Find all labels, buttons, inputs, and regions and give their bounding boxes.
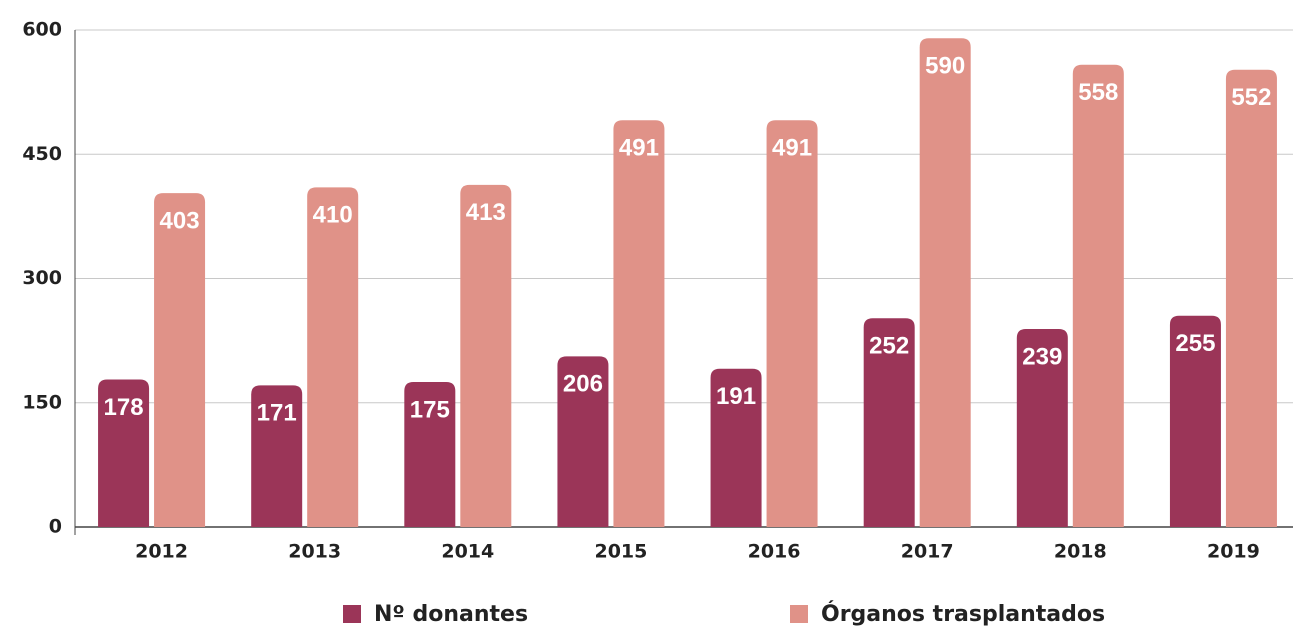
bar [710, 368, 762, 527]
legend-label: Órganos trasplantados [821, 601, 1105, 627]
value-label: 255 [1175, 330, 1215, 357]
y-tick-label: 300 [22, 267, 62, 289]
bar [307, 187, 359, 527]
bar [251, 385, 303, 527]
legend-label: Nº donantes [374, 602, 528, 627]
value-label: 410 [313, 202, 353, 229]
x-tick-label: 2017 [901, 541, 954, 563]
value-label: 239 [1022, 343, 1062, 370]
value-label: 175 [410, 396, 450, 423]
bar [404, 382, 456, 527]
y-tick-label: 0 [49, 516, 62, 538]
x-tick-label: 2019 [1207, 541, 1260, 563]
value-label: 413 [466, 199, 506, 226]
value-label: 403 [160, 208, 200, 235]
x-tick-label: 2012 [135, 541, 188, 563]
value-label: 590 [925, 53, 965, 80]
bar [1016, 329, 1068, 527]
value-label: 491 [772, 135, 812, 162]
legend-swatch [790, 605, 808, 623]
y-tick-label: 600 [22, 19, 62, 41]
bar [613, 120, 665, 527]
bar [154, 193, 206, 527]
bar [1225, 69, 1277, 527]
value-label: 178 [104, 394, 144, 421]
value-label: 552 [1231, 84, 1271, 111]
x-tick-label: 2014 [441, 541, 494, 563]
bar [98, 379, 150, 527]
bar [766, 120, 818, 527]
x-tick-label: 2016 [748, 541, 801, 563]
bar [557, 356, 609, 527]
x-tick-label: 2018 [1054, 541, 1107, 563]
bar [1072, 64, 1124, 527]
bar [1169, 315, 1221, 527]
bar [919, 38, 971, 528]
value-label: 558 [1078, 79, 1118, 106]
bar [460, 184, 512, 528]
legend-swatch [343, 605, 361, 623]
y-tick-label: 150 [22, 391, 62, 413]
value-label: 252 [869, 333, 909, 360]
y-tick-label: 450 [22, 143, 62, 165]
value-label: 491 [619, 135, 659, 162]
bar [863, 318, 915, 527]
value-label: 191 [716, 383, 756, 410]
x-tick-label: 2015 [594, 541, 647, 563]
value-label: 206 [563, 371, 603, 398]
x-tick-label: 2013 [288, 541, 341, 563]
value-label: 171 [257, 400, 297, 427]
